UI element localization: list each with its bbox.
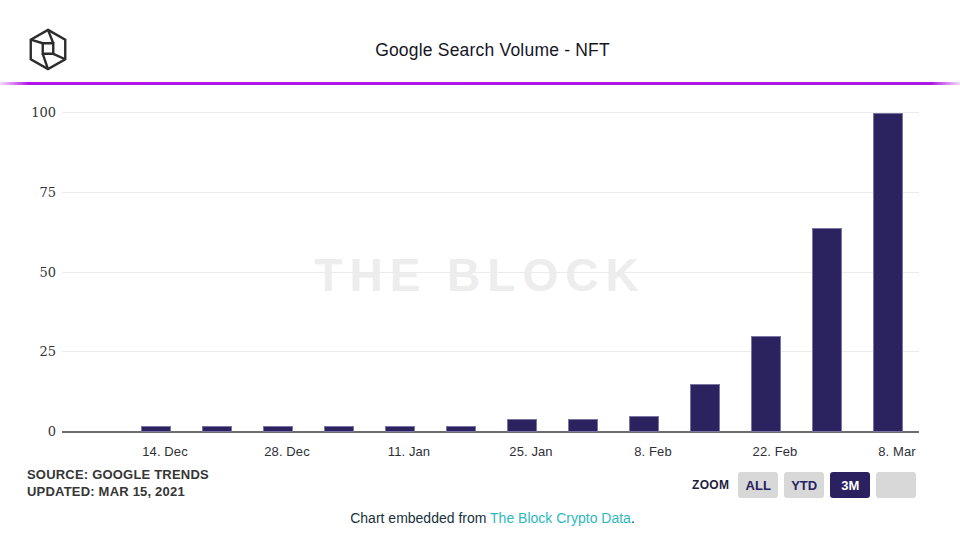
bar-1-feb[interactable] [568,419,598,432]
x-axis-line [62,431,919,433]
x-axis-label: 8. Mar [847,444,947,459]
bar-21-dec[interactable] [202,426,232,432]
embed-caption: Chart embedded from The Block Crypto Dat… [25,510,960,526]
zoom-controls: ZOOM ALLYTD3M [692,472,916,498]
zoom-button-3m[interactable]: 3M [830,472,870,498]
gridline [62,112,919,113]
gridline [62,272,919,273]
chart-title: Google Search Volume - NFT [25,40,960,61]
y-axis-label: 25 [16,343,56,361]
bar-15-feb[interactable] [690,384,720,432]
accent-divider-line [0,82,960,85]
y-axis-label: 0 [16,423,56,441]
y-axis-label: 100 [16,104,56,122]
bar-14-dec[interactable] [141,426,171,432]
bar-18-jan[interactable] [446,426,476,432]
bar-25-jan[interactable] [507,419,537,432]
updated-line: UPDATED: MAR 15, 2021 [27,483,209,500]
zoom-label: ZOOM [692,478,729,492]
x-axis-label: 25. Jan [481,444,581,459]
chart-widget: Google Search Volume - NFT THE BLOCK SOU… [0,0,960,547]
x-axis-label: 8. Feb [603,444,703,459]
source-block: SOURCE: GOOGLE TRENDS UPDATED: MAR 15, 2… [27,466,209,500]
caption-suffix: . [631,510,635,526]
x-axis-label: 14. Dec [115,444,215,459]
bar-8-mar[interactable] [873,113,903,432]
bar-22-feb[interactable] [751,336,781,432]
zoom-button-blank[interactable] [876,472,916,498]
caption-prefix: Chart embedded from [350,510,490,526]
zoom-button-ytd[interactable]: YTD [784,472,824,498]
x-axis-label: 11. Jan [359,444,459,459]
y-axis-label: 75 [16,184,56,202]
y-axis-label: 50 [16,264,56,282]
x-axis-label: 22. Feb [725,444,825,459]
bar-8-feb[interactable] [629,416,659,432]
bar-4-jan[interactable] [324,426,354,432]
zoom-button-all[interactable]: ALL [738,472,778,498]
the-block-crypto-data-link[interactable]: The Block Crypto Data [490,510,631,526]
plot-area [62,113,919,432]
bar-11-jan[interactable] [385,426,415,432]
source-line: SOURCE: GOOGLE TRENDS [27,466,209,483]
bar-1-mar[interactable] [812,228,842,432]
gridline [62,351,919,352]
gridline [62,192,919,193]
x-axis-label: 28. Dec [237,444,337,459]
bar-28-dec[interactable] [263,426,293,432]
